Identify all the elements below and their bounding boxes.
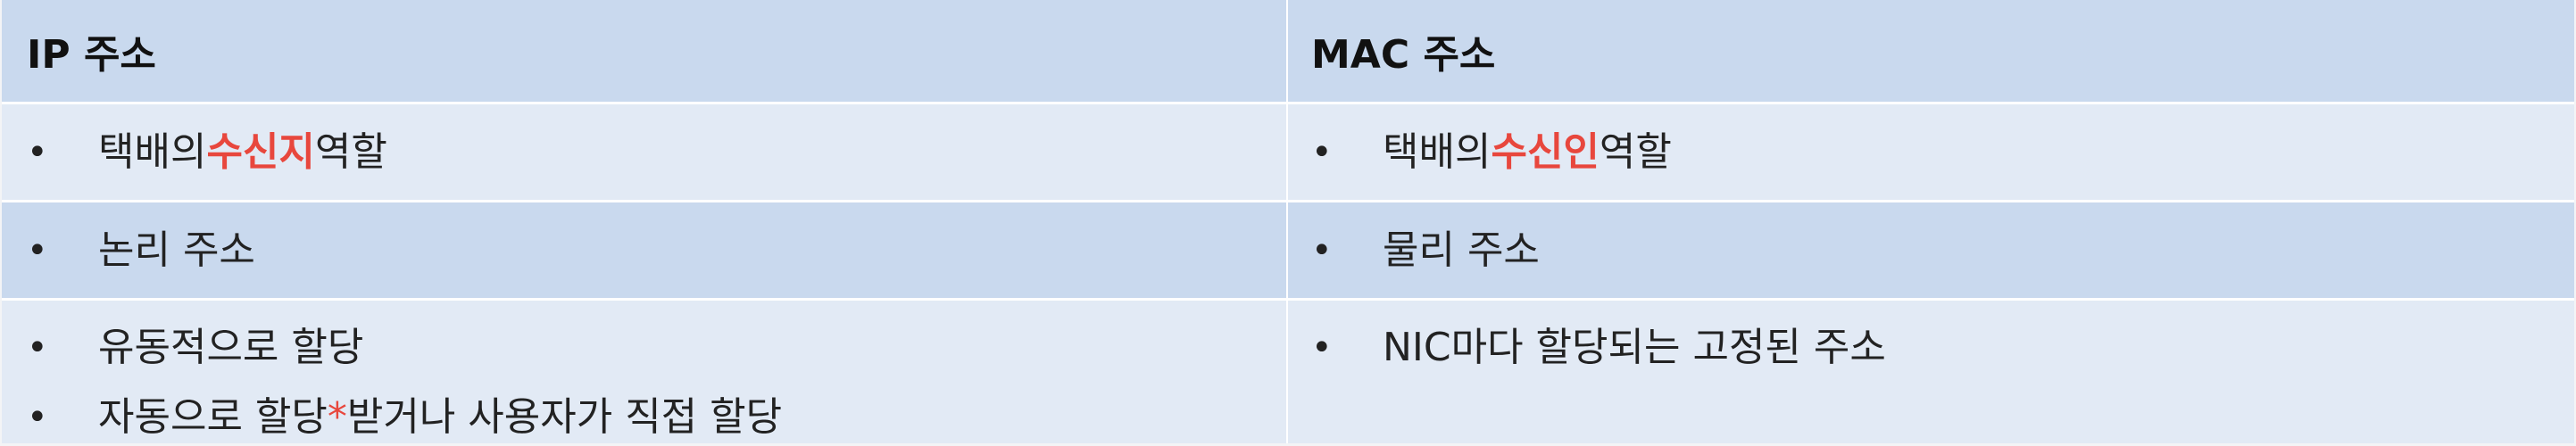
list-item: • 논리 주소 <box>27 223 1286 278</box>
header-ip-address: IP 주소 <box>2 0 1288 102</box>
list-item: • 택배의 수신인 역할 <box>1311 125 2574 180</box>
text-prefix: 자동으로 할당 <box>98 394 328 440</box>
text-suffix: 역할 <box>1599 128 1672 175</box>
bullet: • <box>1311 229 1333 271</box>
highlight-text: 수신지 <box>206 128 315 175</box>
bullet: • <box>27 327 48 368</box>
item-text: NIC마다 할당되는 고정된 주소 <box>1383 325 1886 370</box>
cell-mac-assignment: • NIC마다 할당되는 고정된 주소 <box>1288 301 2574 443</box>
table-row: • 유동적으로 할당 • 자동으로 할당 * 받거나 사용자가 직접 할당 • NI… <box>2 301 2574 443</box>
table-header-row: IP 주소 MAC 주소 <box>2 0 2574 104</box>
list-item: • 유동적으로 할당 <box>27 320 1286 376</box>
list-item: • 택배의 수신지 역할 <box>27 125 1286 180</box>
cell-ip-assignment: • 유동적으로 할당 • 자동으로 할당 * 받거나 사용자가 직접 할당 <box>2 301 1288 443</box>
item-text: 물리 주소 <box>1383 227 1540 273</box>
item-text: 유동적으로 할당 <box>98 325 364 370</box>
item-text: 논리 주소 <box>98 227 255 273</box>
bullet: • <box>27 131 48 173</box>
cell-ip-type: • 논리 주소 <box>2 202 1288 298</box>
highlight-text: 수신인 <box>1491 128 1600 175</box>
bullet: • <box>27 229 48 271</box>
bullet: • <box>27 397 48 438</box>
asterisk-mark: * <box>327 394 347 440</box>
header-mac-address: MAC 주소 <box>1311 32 1496 78</box>
text-suffix: 역할 <box>314 128 387 175</box>
table-row: • 논리 주소 • 물리 주소 <box>2 202 2574 301</box>
bullet: • <box>1311 131 1333 173</box>
list-item: • 자동으로 할당 * 받거나 사용자가 직접 할당 <box>27 390 1286 445</box>
list-item: • 물리 주소 <box>1311 223 2574 278</box>
bullet: • <box>1311 327 1333 368</box>
text-suffix: 받거나 사용자가 직접 할당 <box>346 394 783 440</box>
table-row: • 택배의 수신지 역할 • 택배의 수신인 역할 <box>2 104 2574 202</box>
cell-mac-role: • 택배의 수신인 역할 <box>1288 104 2574 200</box>
cell-ip-role: • 택배의 수신지 역할 <box>2 104 1288 200</box>
cell-mac-type: • 물리 주소 <box>1288 202 2574 298</box>
text-prefix: 택배의 <box>1383 128 1492 175</box>
list-item: • NIC마다 할당되는 고정된 주소 <box>1311 320 2574 376</box>
text-prefix: 택배의 <box>98 128 207 175</box>
